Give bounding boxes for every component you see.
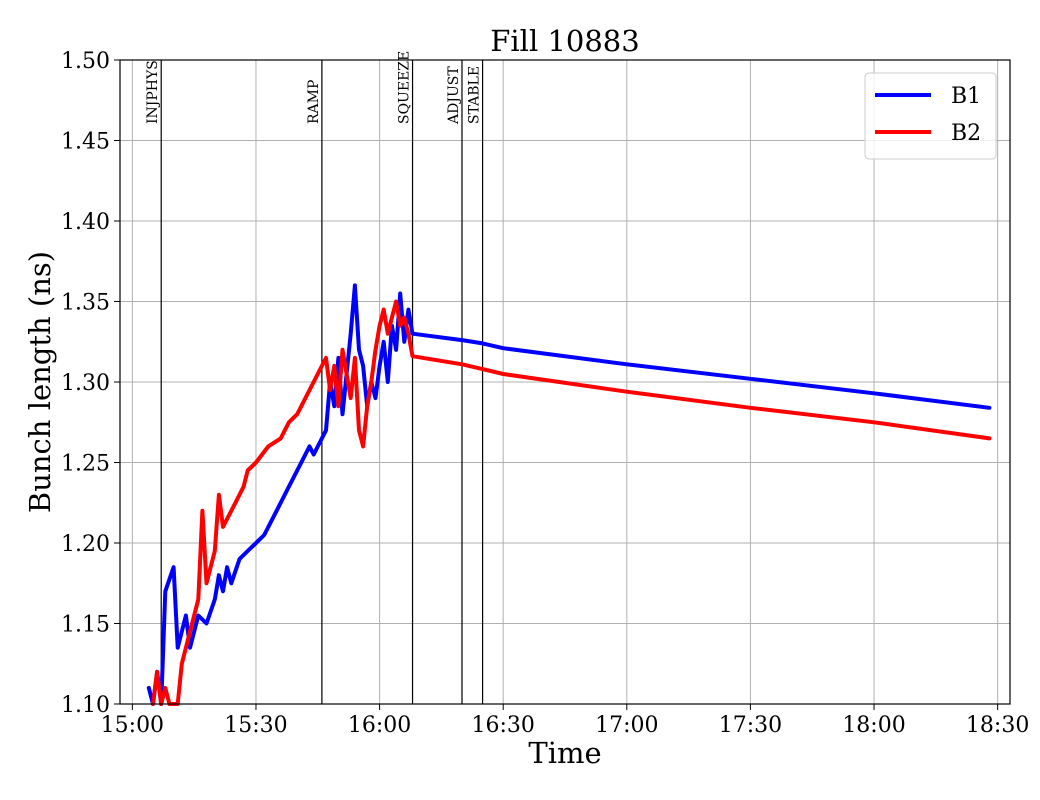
x-tick-label: 17:30	[719, 713, 782, 738]
y-tick-label: 1.30	[61, 371, 110, 396]
y-tick-label: 1.20	[61, 532, 110, 557]
legend: B1 B2	[864, 72, 997, 160]
y-tick-label: 1.45	[61, 130, 110, 155]
mode-marker-label: SQUEEZE	[397, 51, 413, 124]
x-tick-label: 18:30	[966, 713, 1029, 738]
y-tick-label: 1.50	[61, 49, 110, 74]
mode-marker-label: STABLE	[467, 66, 483, 124]
y-tick-label: 1.15	[61, 613, 110, 638]
mode-marker-layer: INJPHYS RAMP SQUEEZE ADJUST STABLE	[145, 51, 484, 704]
x-tick-label: 15:30	[224, 713, 287, 738]
y-axis-title: Bunch length (ns)	[23, 251, 57, 513]
x-tick-label: 15:00	[101, 713, 164, 738]
mode-marker-label: INJPHYS	[145, 60, 161, 124]
series-line-b2	[151, 299, 992, 706]
mode-marker-label: RAMP	[306, 80, 322, 124]
x-tick-label: 17:00	[595, 713, 658, 738]
y-tick-label: 1.25	[61, 452, 110, 477]
series-line-b1	[146, 283, 992, 706]
x-tick-label: 16:00	[348, 713, 411, 738]
y-tick-label: 1.35	[61, 291, 110, 316]
mode-marker-label: ADJUST	[446, 66, 462, 125]
x-tick-label: 18:00	[842, 713, 905, 738]
tick-layer: 15:00 15:30 16:00 16:30 17:00 17:30 18:00 18:30…	[61, 49, 1029, 738]
y-tick-label: 1.40	[61, 210, 110, 235]
legend-label-b1: B1	[951, 84, 981, 109]
y-tick-label: 1.10	[61, 693, 110, 718]
x-axis-title: Time	[528, 736, 601, 770]
series-layer	[146, 283, 992, 706]
x-tick-label: 16:30	[471, 713, 534, 738]
legend-label-b2: B2	[951, 121, 981, 146]
chart-title: Fill 10883	[490, 24, 639, 58]
